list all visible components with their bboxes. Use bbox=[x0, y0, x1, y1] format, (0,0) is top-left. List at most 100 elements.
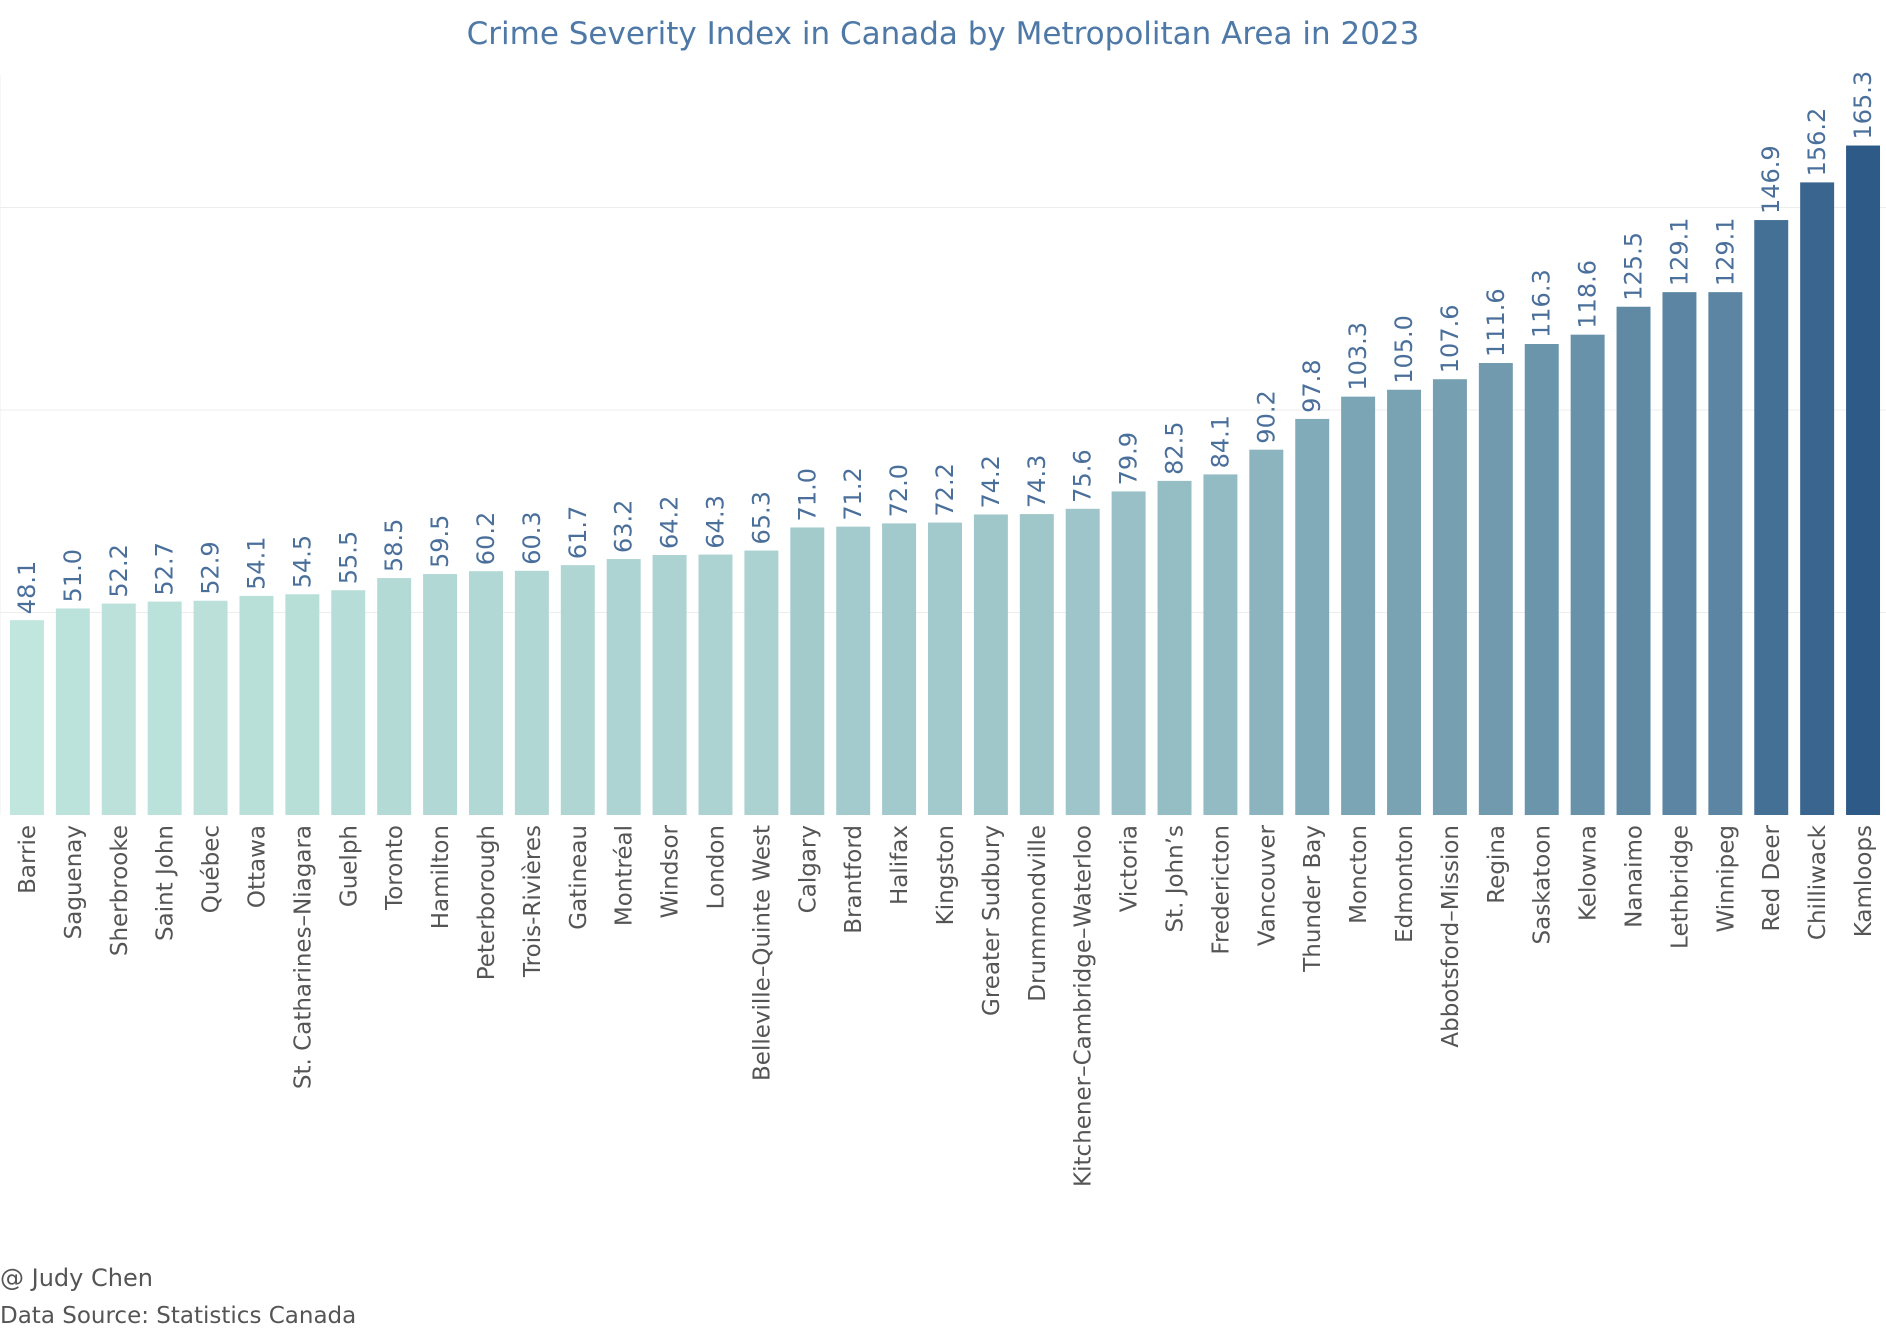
bar bbox=[1800, 182, 1835, 815]
bar bbox=[882, 523, 917, 815]
credit-author: @ Judy Chen bbox=[0, 1264, 153, 1292]
value-label: 79.9 bbox=[1115, 432, 1143, 485]
value-label: 64.2 bbox=[656, 496, 684, 549]
bar bbox=[147, 601, 182, 816]
category-label: St. Catharines–Niagara bbox=[290, 825, 316, 1089]
category-labels: Barrie Saguenay Sherbrooke Saint John Québec… bbox=[15, 824, 1877, 1187]
category-label: Kamloops bbox=[1851, 825, 1877, 937]
value-label: 146.9 bbox=[1757, 145, 1785, 214]
bar bbox=[1111, 491, 1146, 815]
value-label: 52.9 bbox=[197, 541, 225, 594]
category-label: Kelowna bbox=[1576, 825, 1602, 921]
bar bbox=[9, 620, 44, 815]
bar bbox=[1157, 480, 1192, 816]
value-label: 75.6 bbox=[1069, 449, 1097, 502]
value-label: 74.3 bbox=[1023, 455, 1051, 508]
value-label: 97.8 bbox=[1298, 359, 1326, 412]
category-label: Halifax bbox=[887, 825, 913, 905]
bar bbox=[1754, 220, 1789, 816]
category-label: Vancouver bbox=[1254, 824, 1280, 946]
value-label: 82.5 bbox=[1161, 421, 1189, 474]
bar bbox=[1524, 343, 1559, 815]
category-label: Sherbrooke bbox=[107, 825, 133, 956]
category-label: Red Deer bbox=[1759, 824, 1785, 931]
value-label: 116.3 bbox=[1528, 269, 1556, 338]
value-label: 107.6 bbox=[1436, 305, 1464, 374]
bar bbox=[744, 550, 779, 815]
bar bbox=[652, 554, 687, 815]
category-label: Toronto bbox=[382, 825, 408, 911]
category-label: Hamilton bbox=[428, 825, 454, 929]
value-label: 111.6 bbox=[1482, 288, 1510, 357]
bar bbox=[193, 600, 228, 815]
category-label: Chilliwack bbox=[1805, 824, 1831, 940]
category-label: Ottawa bbox=[244, 825, 270, 908]
category-label: Guelph bbox=[336, 825, 362, 907]
bar bbox=[606, 559, 641, 815]
value-label: 71.2 bbox=[839, 467, 867, 520]
value-label: 54.1 bbox=[242, 536, 270, 589]
category-label: Fredericton bbox=[1208, 825, 1234, 955]
bars bbox=[9, 145, 1881, 816]
value-label: 118.6 bbox=[1574, 260, 1602, 329]
category-label: Saguenay bbox=[61, 825, 87, 939]
data-source: Data Source: Statistics Canada bbox=[0, 1303, 357, 1329]
bar bbox=[514, 570, 549, 815]
category-label: Windsor bbox=[658, 824, 684, 918]
value-label: 125.5 bbox=[1620, 232, 1648, 301]
category-label: Drummondville bbox=[1025, 825, 1051, 1002]
bar bbox=[1570, 334, 1605, 815]
bar bbox=[698, 554, 733, 815]
bar bbox=[101, 603, 136, 815]
bar bbox=[1295, 418, 1330, 815]
category-label: Thunder Bay bbox=[1300, 825, 1326, 973]
value-label: 74.2 bbox=[977, 455, 1005, 508]
value-label: 51.0 bbox=[59, 549, 87, 602]
bar bbox=[1432, 379, 1467, 815]
category-label: Regina bbox=[1484, 825, 1510, 904]
bar bbox=[239, 595, 274, 815]
category-label: Montréal bbox=[612, 825, 638, 926]
bar bbox=[377, 578, 412, 815]
category-label: Brantford bbox=[841, 825, 867, 934]
value-label: 63.2 bbox=[610, 500, 638, 553]
bar bbox=[423, 574, 458, 815]
value-label: 55.5 bbox=[334, 531, 362, 584]
value-label: 72.0 bbox=[885, 464, 913, 517]
value-label: 129.1 bbox=[1665, 217, 1693, 286]
bar bbox=[1708, 292, 1743, 815]
category-label: Victoria bbox=[1117, 825, 1143, 912]
category-label: Québec bbox=[199, 825, 225, 913]
category-label: Saskatoon bbox=[1530, 825, 1556, 944]
category-label: Winnipeg bbox=[1713, 825, 1739, 933]
value-label: 71.0 bbox=[793, 468, 821, 521]
bar bbox=[285, 594, 320, 815]
bar bbox=[1341, 396, 1376, 815]
bar bbox=[1065, 508, 1100, 815]
value-label: 61.7 bbox=[564, 506, 592, 559]
category-label: Abbotsford–Mission bbox=[1438, 825, 1464, 1048]
bar bbox=[55, 608, 90, 815]
value-labels: 48.1 51.0 52.2 52.7 52.9 54.1 54.5 55.5 58.5 59.5… bbox=[13, 71, 1877, 614]
value-label: 72.2 bbox=[931, 463, 959, 516]
category-label: Saint John bbox=[153, 825, 179, 941]
category-label: Lethbridge bbox=[1667, 825, 1693, 949]
category-label: Belleville–Quinte West bbox=[749, 825, 775, 1081]
value-label: 84.1 bbox=[1206, 415, 1234, 468]
value-label: 90.2 bbox=[1252, 390, 1280, 443]
bar bbox=[1387, 389, 1422, 815]
value-label: 129.1 bbox=[1711, 217, 1739, 286]
value-label: 52.7 bbox=[151, 542, 179, 595]
category-label: Edmonton bbox=[1392, 825, 1418, 943]
bar bbox=[1203, 474, 1238, 815]
value-label: 60.3 bbox=[518, 511, 546, 564]
value-label: 103.3 bbox=[1344, 322, 1372, 391]
bar bbox=[1846, 145, 1881, 815]
bar bbox=[1478, 363, 1513, 815]
value-label: 156.2 bbox=[1803, 108, 1831, 177]
bar bbox=[1249, 449, 1284, 815]
category-label: Trois-Rivières bbox=[520, 825, 546, 978]
category-label: Peterborough bbox=[474, 825, 500, 980]
bar bbox=[468, 571, 503, 815]
